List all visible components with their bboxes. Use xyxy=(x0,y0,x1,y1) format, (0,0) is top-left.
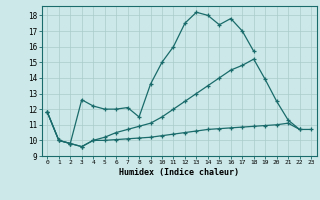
X-axis label: Humidex (Indice chaleur): Humidex (Indice chaleur) xyxy=(119,168,239,177)
